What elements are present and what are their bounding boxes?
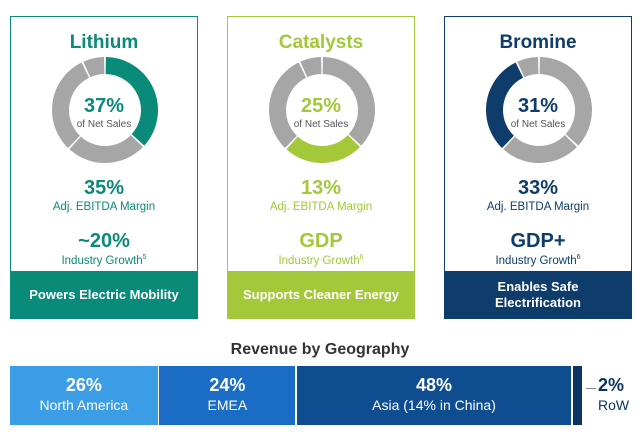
growth-value: ~20%: [78, 230, 130, 252]
net-sales-label: of Net Sales: [76, 119, 132, 130]
margin-label: Adj. EBITDA Margin: [52, 201, 156, 213]
margin-label: Adj. EBITDA Margin: [486, 201, 590, 213]
geo-region: EMEA: [207, 397, 248, 413]
margin-value: 35%: [83, 177, 125, 199]
margin-label: Adj. EBITDA Margin: [269, 201, 373, 213]
footnote: 6: [576, 254, 581, 261]
donut-segment-other: [300, 57, 322, 78]
net-sales-label: of Net Sales: [510, 119, 566, 130]
net-sales-donut: [269, 57, 375, 163]
card-catalysts: Catalysts 25% of Net Sales 13% Adj. EBITDA…: [227, 16, 415, 319]
geo-pct: 2%: [598, 375, 625, 395]
tagline-band: Supports Cleaner Energy: [227, 271, 415, 319]
footnote: 6: [359, 254, 364, 261]
callout-line: [586, 388, 596, 389]
footnote: 5: [142, 254, 147, 261]
card-title: Bromine: [499, 32, 577, 53]
geo-region: North America: [39, 397, 129, 413]
donut-segment-other: [517, 57, 539, 78]
donut-segment-lithium: [322, 57, 375, 146]
card-title: Catalysts: [278, 32, 364, 53]
net-sales-label: of Net Sales: [293, 119, 349, 130]
geo-pct: 48%: [415, 375, 453, 395]
growth-value: GDP+: [510, 230, 566, 252]
donut-segment-catalysts: [69, 135, 143, 163]
tagline-band: Enables Safe Electrification: [444, 271, 632, 319]
geo-pct: 26%: [65, 375, 102, 395]
growth-value: GDP: [299, 230, 343, 252]
growth-label: Industry Growth: [278, 254, 360, 267]
donut-segment-catalysts: [286, 135, 360, 163]
donut-segment-catalysts: [503, 135, 577, 163]
geo-segment-1: 24% EMEA: [159, 366, 296, 425]
tagline: Enables Safe Electrification: [495, 279, 581, 310]
card-title: Lithium: [69, 32, 139, 53]
net-sales-pct: 37%: [83, 95, 125, 117]
tagline: Powers Electric Mobility: [29, 287, 179, 302]
geography-title: Revenue by Geography: [230, 341, 410, 358]
donut-segment-lithium: [539, 57, 592, 146]
donut-segment-bromine: [269, 62, 307, 148]
row-callout: 2% RoW: [586, 366, 640, 413]
net-sales-donut: [52, 57, 158, 163]
growth-label: Industry Growth: [61, 254, 143, 267]
geo-segment-0: 26% North America: [10, 366, 158, 425]
donut-segment-bromine: [486, 62, 524, 148]
net-sales-donut: [486, 57, 592, 163]
net-sales-pct: 25%: [300, 95, 342, 117]
card-lithium: Lithium 37% of Net Sales 35% Adj. EBITDA M…: [10, 16, 198, 319]
geo-region: Asia (14% in China): [372, 397, 496, 413]
card-bromine: Bromine 31% of Net Sales 33% Adj. EBITDA M…: [444, 16, 632, 319]
net-sales-pct: 31%: [517, 95, 559, 117]
geo-pct: 24%: [209, 375, 246, 395]
donut-segment-other: [83, 57, 105, 78]
donut-segment-lithium: [105, 57, 158, 146]
tagline: Supports Cleaner Energy: [242, 287, 400, 302]
growth-label: Industry Growth: [495, 254, 577, 267]
tagline-band: Powers Electric Mobility: [10, 271, 198, 319]
geo-region: RoW: [598, 397, 630, 413]
geo-segment-3: [572, 366, 583, 425]
margin-value: 33%: [517, 177, 559, 199]
margin-value: 13%: [300, 177, 342, 199]
donut-segment-bromine: [52, 62, 90, 148]
geo-segment-2: 48% Asia (14% in China): [297, 366, 572, 425]
